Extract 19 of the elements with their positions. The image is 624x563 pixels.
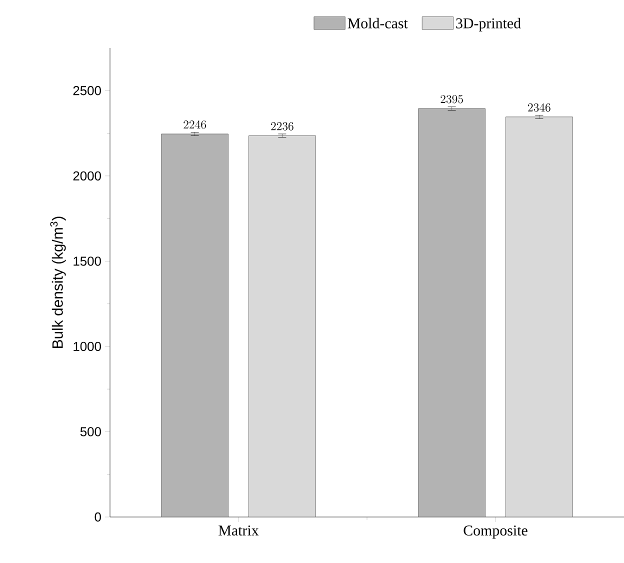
y-tick-label: 2500: [73, 86, 101, 96]
y-axis-title: Bulk density (kg/m$^{3}$): [50, 216, 66, 348]
legend-label: 3D-printed: [456, 18, 521, 32]
y-tick-label: 2000: [73, 171, 101, 180]
bar: [418, 108, 486, 517]
y-tick-label: 0: [94, 512, 101, 522]
x-tick-label: Matrix: [218, 526, 259, 536]
y-tick-label: 500: [80, 427, 101, 436]
y-tick-label: 1500: [74, 256, 101, 266]
y-tick-label: 1000: [74, 342, 101, 352]
data-label: 2236: [271, 122, 294, 130]
bar: [506, 116, 573, 517]
bar: [161, 134, 228, 517]
legend-label: Mold-cast: [348, 18, 408, 28]
data-label: 2395: [440, 95, 463, 104]
x-tick-label: Composite: [464, 526, 528, 539]
data-label: 2246: [184, 120, 206, 129]
data-label: 2346: [528, 103, 550, 112]
bar: [248, 135, 316, 517]
